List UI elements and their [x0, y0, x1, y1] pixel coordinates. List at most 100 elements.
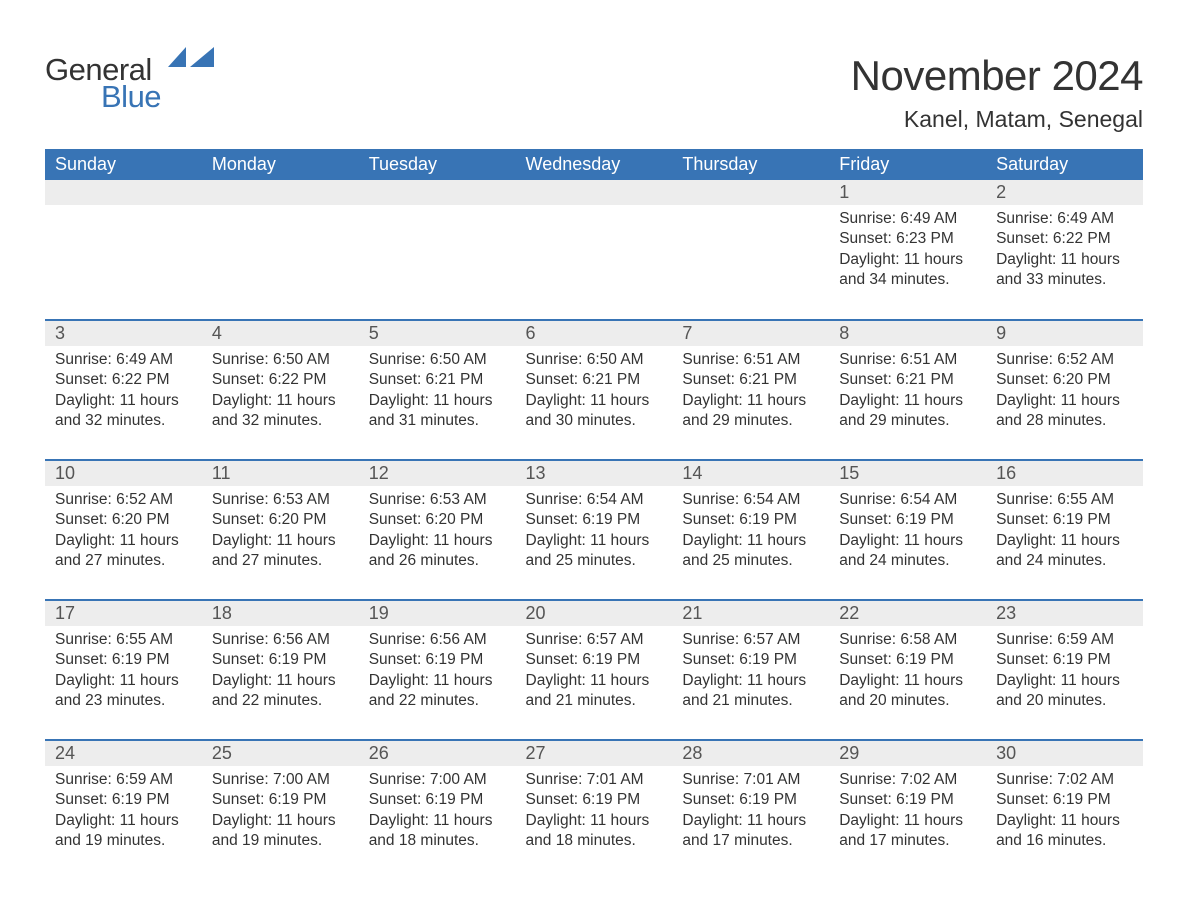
day-body: Sunrise: 7:02 AMSunset: 6:19 PMDaylight:…: [829, 766, 986, 854]
day-number-bar: 1: [829, 180, 986, 205]
day-number-bar: 2: [986, 180, 1143, 205]
sunrise-line: Sunrise: 6:50 AM: [369, 350, 508, 370]
sunset-line: Sunset: 6:19 PM: [839, 790, 978, 810]
sunrise-line: Sunrise: 6:59 AM: [55, 770, 194, 790]
sunset-line: Sunset: 6:22 PM: [55, 370, 194, 390]
daylight-line: Daylight: 11 hours and 22 minutes.: [212, 671, 351, 712]
day-body: Sunrise: 6:50 AMSunset: 6:21 PMDaylight:…: [359, 346, 516, 434]
calendar-day-cell: 2Sunrise: 6:49 AMSunset: 6:22 PMDaylight…: [986, 180, 1143, 320]
sunset-line: Sunset: 6:21 PM: [369, 370, 508, 390]
day-body: Sunrise: 6:54 AMSunset: 6:19 PMDaylight:…: [672, 486, 829, 574]
calendar-day-cell: 18 Sunrise: 6:56 AMSunset: 6:19 PMDayligh…: [202, 600, 359, 740]
calendar-day-cell: 30Sunrise: 7:02 AMSunset: 6:19 PMDayligh…: [986, 740, 1143, 880]
sunrise-line: Sunrise: 7:00 AM: [212, 770, 351, 790]
daylight-line: Daylight: 11 hours and 29 minutes.: [839, 391, 978, 432]
calendar-day-cell: 22Sunrise: 6:58 AMSunset: 6:19 PMDayligh…: [829, 600, 986, 740]
day-number-bar: 3: [45, 321, 202, 346]
calendar-day-cell: 10Sunrise: 6:52 AMSunset: 6:20 PMDayligh…: [45, 460, 202, 600]
daylight-line: Daylight: 11 hours and 29 minutes.: [682, 391, 821, 432]
daylight-line: Daylight: 11 hours and 19 minutes.: [55, 811, 194, 852]
sunrise-line: Sunrise: 7:02 AM: [996, 770, 1135, 790]
sunset-line: Sunset: 6:20 PM: [369, 510, 508, 530]
sunset-line: Sunset: 6:19 PM: [55, 650, 194, 670]
calendar-day-cell: 9Sunrise: 6:52 AMSunset: 6:20 PMDaylight…: [986, 320, 1143, 460]
sunrise-line: Sunrise: 6:53 AM: [212, 490, 351, 510]
day-body: Sunrise: 6:59 AMSunset: 6:19 PMDaylight:…: [45, 766, 202, 854]
day-body: Sunrise: 6:58 AMSunset: 6:19 PMDaylight:…: [829, 626, 986, 714]
calendar-day-cell: [202, 180, 359, 320]
sunrise-line: Sunrise: 6:54 AM: [526, 490, 665, 510]
sunset-line: Sunset: 6:19 PM: [526, 510, 665, 530]
calendar-day-cell: 6Sunrise: 6:50 AMSunset: 6:21 PMDaylight…: [516, 320, 673, 460]
day-body: Sunrise: 6:49 AMSunset: 6:23 PMDaylight:…: [829, 205, 986, 293]
daylight-line: Daylight: 11 hours and 32 minutes.: [55, 391, 194, 432]
sunset-line: Sunset: 6:21 PM: [526, 370, 665, 390]
sunset-line: Sunset: 6:23 PM: [839, 229, 978, 249]
day-number-bar: 17: [45, 601, 202, 626]
sunset-line: Sunset: 6:19 PM: [212, 650, 351, 670]
calendar-day-cell: 25Sunrise: 7:00 AMSunset: 6:19 PMDayligh…: [202, 740, 359, 880]
calendar-day-cell: 17Sunrise: 6:55 AMSunset: 6:19 PMDayligh…: [45, 600, 202, 740]
sunset-line: Sunset: 6:20 PM: [996, 370, 1135, 390]
day-number-bar: 24: [45, 741, 202, 766]
sunrise-line: Sunrise: 6:56 AM: [212, 630, 351, 650]
day-body: Sunrise: 6:57 AMSunset: 6:19 PMDaylight:…: [516, 626, 673, 714]
sunrise-line: Sunrise: 7:01 AM: [526, 770, 665, 790]
daylight-line: Daylight: 11 hours and 17 minutes.: [682, 811, 821, 852]
calendar-day-cell: 15Sunrise: 6:54 AMSunset: 6:19 PMDayligh…: [829, 460, 986, 600]
calendar-week-row: 3Sunrise: 6:49 AMSunset: 6:22 PMDaylight…: [45, 320, 1143, 460]
day-body: Sunrise: 7:02 AMSunset: 6:19 PMDaylight:…: [986, 766, 1143, 854]
day-header: Saturday: [986, 149, 1143, 180]
day-body: Sunrise: 6:53 AMSunset: 6:20 PMDaylight:…: [359, 486, 516, 574]
sunset-line: Sunset: 6:19 PM: [369, 650, 508, 670]
day-number-bar: 14: [672, 461, 829, 486]
sunrise-line: Sunrise: 6:51 AM: [839, 350, 978, 370]
sunrise-line: Sunrise: 6:49 AM: [839, 209, 978, 229]
sunset-line: Sunset: 6:19 PM: [839, 510, 978, 530]
calendar-day-cell: 21Sunrise: 6:57 AMSunset: 6:19 PMDayligh…: [672, 600, 829, 740]
sunset-line: Sunset: 6:19 PM: [55, 790, 194, 810]
day-number-bar: [359, 180, 516, 205]
daylight-line: Daylight: 11 hours and 21 minutes.: [682, 671, 821, 712]
daylight-line: Daylight: 11 hours and 34 minutes.: [839, 250, 978, 291]
day-number-bar: 25: [202, 741, 359, 766]
sunset-line: Sunset: 6:19 PM: [682, 510, 821, 530]
calendar-day-cell: [672, 180, 829, 320]
calendar-day-cell: 1Sunrise: 6:49 AMSunset: 6:23 PMDaylight…: [829, 180, 986, 320]
daylight-line: Daylight: 11 hours and 20 minutes.: [996, 671, 1135, 712]
sunrise-line: Sunrise: 6:55 AM: [55, 630, 194, 650]
sunset-line: Sunset: 6:20 PM: [212, 510, 351, 530]
location: Kanel, Matam, Senegal: [851, 106, 1143, 133]
sunset-line: Sunset: 6:19 PM: [839, 650, 978, 670]
calendar-day-cell: 5Sunrise: 6:50 AMSunset: 6:21 PMDaylight…: [359, 320, 516, 460]
daylight-line: Daylight: 11 hours and 16 minutes.: [996, 811, 1135, 852]
day-number-bar: 8: [829, 321, 986, 346]
sunrise-line: Sunrise: 7:01 AM: [682, 770, 821, 790]
day-header: Monday: [202, 149, 359, 180]
daylight-line: Daylight: 11 hours and 27 minutes.: [55, 531, 194, 572]
day-number-bar: 10: [45, 461, 202, 486]
day-number-bar: 26: [359, 741, 516, 766]
sunset-line: Sunset: 6:20 PM: [55, 510, 194, 530]
calendar-page: General Blue November 2024 Kanel, Matam,…: [0, 0, 1188, 918]
calendar-table: Sunday Monday Tuesday Wednesday Thursday…: [45, 149, 1143, 880]
calendar-day-cell: 8Sunrise: 6:51 AMSunset: 6:21 PMDaylight…: [829, 320, 986, 460]
day-header: Thursday: [672, 149, 829, 180]
day-number-bar: [516, 180, 673, 205]
calendar-day-cell: 14Sunrise: 6:54 AMSunset: 6:19 PMDayligh…: [672, 460, 829, 600]
sunrise-line: Sunrise: 6:50 AM: [526, 350, 665, 370]
calendar-day-cell: 29Sunrise: 7:02 AMSunset: 6:19 PMDayligh…: [829, 740, 986, 880]
day-body: Sunrise: 6:50 AMSunset: 6:22 PMDaylight:…: [202, 346, 359, 434]
day-number-bar: 12: [359, 461, 516, 486]
day-body: Sunrise: 6:50 AMSunset: 6:21 PMDaylight:…: [516, 346, 673, 434]
day-number-bar: 15: [829, 461, 986, 486]
sunrise-line: Sunrise: 6:49 AM: [996, 209, 1135, 229]
sunrise-line: Sunrise: 6:57 AM: [526, 630, 665, 650]
day-number-bar: 7: [672, 321, 829, 346]
sunset-line: Sunset: 6:19 PM: [996, 510, 1135, 530]
day-number-bar: 18: [202, 601, 359, 626]
logo-text-blue: Blue: [101, 81, 161, 112]
daylight-line: Daylight: 11 hours and 33 minutes.: [996, 250, 1135, 291]
calendar-day-cell: 20Sunrise: 6:57 AMSunset: 6:19 PMDayligh…: [516, 600, 673, 740]
calendar-day-cell: 4Sunrise: 6:50 AMSunset: 6:22 PMDaylight…: [202, 320, 359, 460]
